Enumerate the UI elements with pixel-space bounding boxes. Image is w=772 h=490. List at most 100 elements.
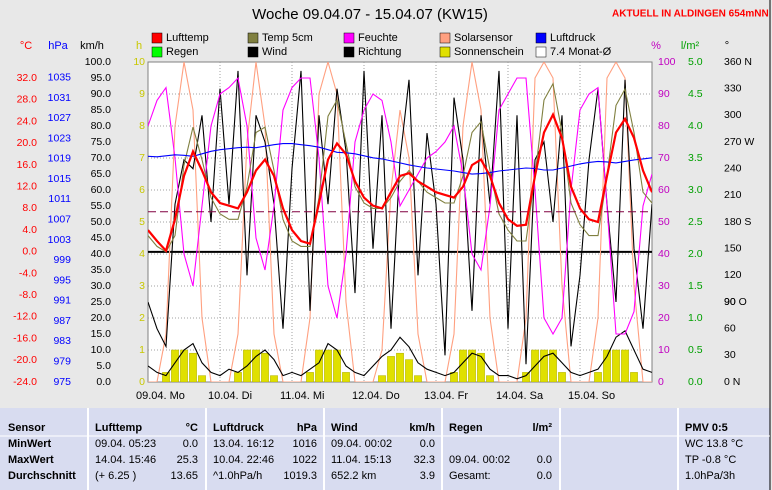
table-cell: Regen [449, 422, 483, 434]
bar [612, 349, 620, 382]
y-tick-label: 95.0 [91, 72, 112, 84]
legend-label: Regen [166, 46, 198, 58]
axis-title: km/h [80, 40, 104, 52]
x-tick-label: 13.04. Fr [424, 390, 468, 402]
table-cell: MaxWert [8, 454, 54, 466]
y-tick-label: 0 [139, 376, 145, 388]
y-tick-label: 1031 [48, 92, 72, 104]
y-tick-label: -8.0 [19, 289, 37, 301]
y-tick-label: 5.0 [96, 360, 111, 372]
bar [477, 352, 485, 382]
subtitle: AKTUELL IN ALDINGEN 654mNN [612, 9, 769, 20]
table-cell: Sensor [8, 422, 46, 434]
y-tick-label: 25.0 [91, 296, 112, 308]
y-tick-label: 40.0 [91, 248, 112, 260]
table-cell: 09.04. 00:02 [331, 438, 392, 450]
table-cell: 13.65 [170, 470, 198, 482]
y-tick-label: 16.0 [17, 159, 38, 171]
y-tick-label: 4 [139, 248, 145, 260]
x-tick-label: 10.04. Di [208, 390, 252, 402]
legend-label: Sonnenschein [454, 46, 524, 58]
y-tick-label: 1015 [48, 173, 72, 185]
y-tick-label: 180 S [724, 216, 751, 228]
bar [306, 372, 314, 382]
table-cell: 13.04. 16:12 [213, 438, 274, 450]
y-tick-label: 12.0 [17, 181, 38, 193]
y-tick-label: 15.0 [91, 328, 112, 340]
table-cell: 652.2 km [331, 470, 376, 482]
bar [486, 375, 494, 382]
bar [603, 349, 611, 382]
legend-swatch [151, 32, 163, 44]
y-tick-label: 9 [139, 88, 145, 100]
bar [549, 349, 557, 382]
y-tick-label: 40 [658, 248, 670, 260]
y-tick-label: 70 [658, 152, 670, 164]
y-tick-label: 60 [724, 322, 736, 334]
table-cell: 1016 [293, 438, 317, 450]
bar [540, 349, 548, 382]
y-tick-label: 0.0 [22, 246, 37, 258]
table-cell: 1022 [293, 454, 317, 466]
y-tick-label: 2.0 [688, 248, 703, 260]
axis-title: °C [20, 40, 32, 52]
y-tick-label: 1007 [48, 213, 72, 225]
legend-swatch [343, 46, 355, 58]
chart-title: Woche 09.04.07 - 15.04.07 (KW15) [252, 6, 488, 23]
y-tick-label: 100.0 [85, 56, 111, 68]
y-tick-label: 90 [658, 88, 670, 100]
y-tick-label: 240 [724, 162, 742, 174]
y-tick-label: 1003 [48, 234, 72, 246]
y-tick-label: 30 [724, 349, 736, 361]
table-cell: km/h [409, 422, 435, 434]
y-tick-label: 4.5 [688, 88, 703, 100]
table-cell: PMV 0:5 [685, 422, 728, 434]
y-tick-label: 8 [139, 120, 145, 132]
y-tick-label: 983 [53, 335, 71, 347]
table-cell: l/m² [532, 422, 552, 434]
y-tick-label: 150 [724, 242, 742, 254]
y-tick-label: 2.5 [688, 216, 703, 228]
legend-label: Richtung [358, 46, 401, 58]
y-tick-label: 1.5 [688, 280, 703, 292]
y-tick-label: 10.0 [91, 344, 112, 356]
legend-swatch [535, 46, 547, 58]
legend-label: Solarsensor [454, 32, 513, 44]
table-cell: hPa [297, 422, 318, 434]
bar [387, 356, 395, 382]
x-tick-label: 12.04. Do [352, 390, 400, 402]
table-cell: WC 13.8 °C [685, 438, 743, 450]
y-tick-label: 50 [658, 216, 670, 228]
legend-swatch [439, 32, 451, 44]
table-cell: 0.0 [537, 454, 552, 466]
bar [189, 352, 197, 382]
bar [405, 359, 413, 382]
y-tick-label: 1.0 [688, 312, 703, 324]
y-tick-label: 100 [658, 56, 676, 68]
table-cell: 11.04. 15:13 [331, 454, 391, 466]
y-tick-label: -24.0 [13, 376, 37, 388]
y-tick-label: 55.0 [91, 200, 112, 212]
y-tick-label: 330 [724, 82, 742, 94]
y-tick-label: 210 [724, 189, 742, 201]
bar [270, 375, 278, 382]
table-cell: ^1.0hPa/h [213, 470, 262, 482]
table-cell: 1019.3 [283, 470, 317, 482]
y-tick-label: 80.0 [91, 120, 112, 132]
y-tick-label: 1011 [48, 193, 71, 205]
axis-title: hPa [48, 40, 68, 52]
table-cell: TP -0.8 °C [685, 454, 736, 466]
table-cell: 09.04. 05:23 [95, 438, 156, 450]
y-tick-label: -12.0 [13, 311, 37, 323]
y-tick-label: 975 [53, 376, 71, 388]
y-tick-label: 991 [53, 295, 71, 307]
axis-title: l/m² [681, 40, 700, 52]
y-tick-label: 10 [133, 56, 145, 68]
table-cell: Luftdruck [213, 422, 265, 434]
bar [315, 349, 323, 382]
legend-swatch [535, 32, 547, 44]
x-tick-label: 09.04. Mo [136, 390, 185, 402]
y-tick-label: 45.0 [91, 232, 112, 244]
table-cell: (+ 6.25 ) [95, 470, 136, 482]
